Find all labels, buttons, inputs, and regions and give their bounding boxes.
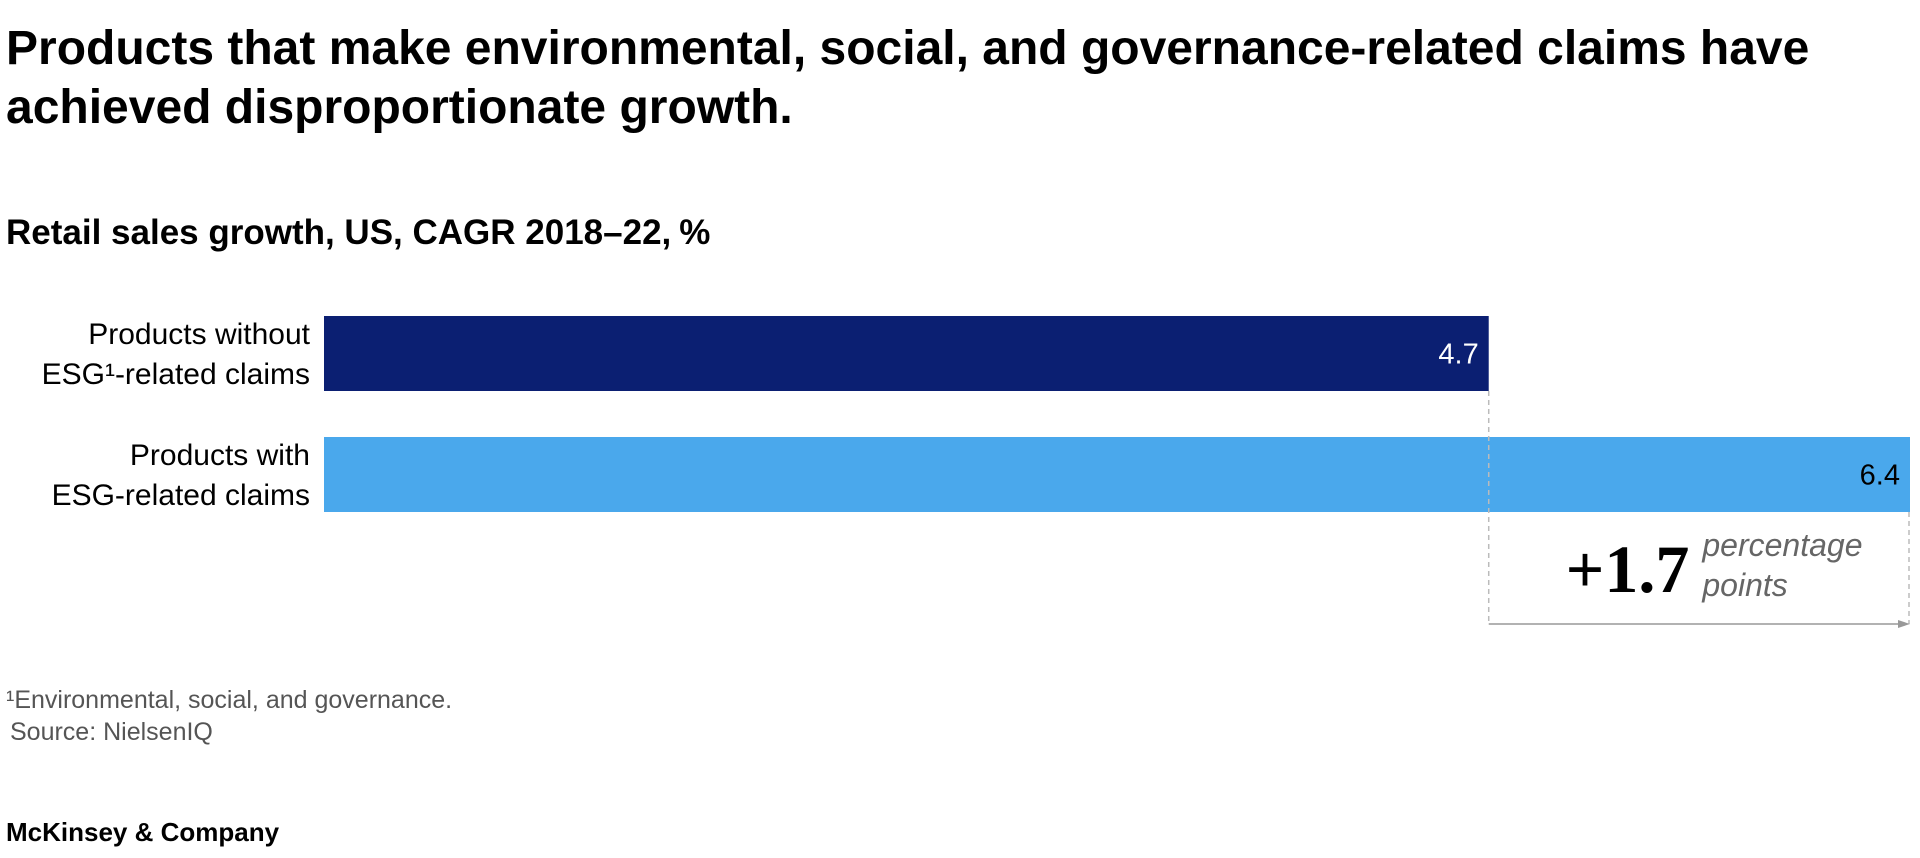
category-label: ESG-related claims — [52, 479, 310, 512]
source: Source: NielsenIQ — [10, 718, 213, 746]
chart-title: Products that make environmental, social… — [6, 22, 1809, 75]
annotation-note: points — [1701, 567, 1787, 603]
category-label: ESG¹-related claims — [42, 358, 310, 391]
annotation: +1.7 — [1566, 531, 1690, 607]
category-label: Products without — [88, 318, 310, 351]
bar — [324, 316, 1489, 391]
annotation-note: percentage — [1701, 527, 1862, 563]
footnote: ¹Environmental, social, and governance. — [6, 686, 452, 714]
unit: % — [679, 213, 710, 252]
category-label: Products with — [130, 439, 310, 472]
subtitle: Retail sales growth, US, CAGR 2018–22, — [6, 213, 671, 252]
bar — [324, 437, 1910, 512]
arrow-head — [1898, 620, 1910, 628]
value-label: 6.4 — [1860, 460, 1900, 492]
value-label: 4.7 — [1438, 339, 1478, 371]
brand: McKinsey & Company — [6, 817, 280, 847]
chart-title: achieved disproportionate growth. — [6, 81, 793, 134]
chart-subtitle: Retail sales growth, US, CAGR 2018–22,% — [6, 213, 710, 252]
